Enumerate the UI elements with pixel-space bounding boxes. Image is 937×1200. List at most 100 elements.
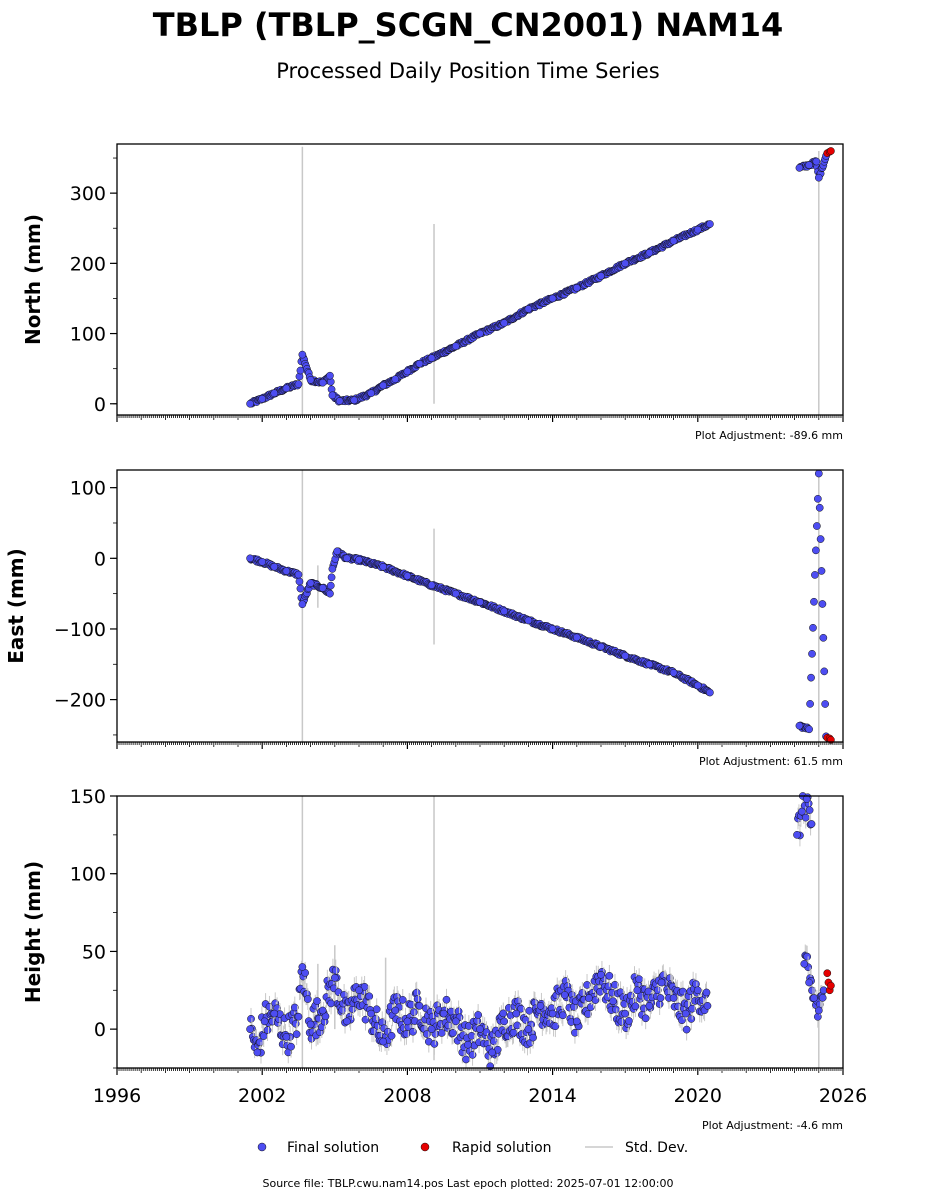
legend-final-label: Final solution bbox=[287, 1140, 379, 1156]
east-final-point bbox=[811, 571, 819, 579]
east-final-point bbox=[669, 668, 678, 677]
height-final-point bbox=[365, 992, 374, 1001]
height-final-point bbox=[702, 988, 711, 997]
east-final-point bbox=[809, 623, 817, 632]
height-final-point bbox=[688, 1004, 697, 1013]
east-final-point bbox=[296, 584, 305, 593]
north-final-point bbox=[706, 220, 714, 228]
east-plot-adjustment: Plot Adjustment: 61.5 mm bbox=[699, 755, 843, 768]
east-final-point bbox=[821, 700, 830, 708]
north-final-point bbox=[812, 157, 821, 166]
north-panel: 0 100 200 300 North (mm) bbox=[21, 143, 844, 422]
height-final-point bbox=[693, 986, 702, 995]
height-final-point bbox=[525, 1006, 534, 1015]
height-final-point bbox=[678, 1016, 686, 1025]
height-final-point bbox=[313, 997, 321, 1005]
north-final-point bbox=[669, 237, 678, 245]
height-final-point bbox=[415, 1001, 424, 1010]
east-final-point bbox=[820, 667, 829, 676]
east-final-point bbox=[246, 554, 254, 563]
height-final-point bbox=[631, 1002, 640, 1011]
height-final-point bbox=[327, 999, 335, 1008]
height-panel: 0 50 100 150 Height (mm) 1996 2002 2008 2014 2020… bbox=[21, 786, 867, 1107]
east-final-point bbox=[597, 642, 605, 651]
height-final-point bbox=[512, 1009, 521, 1018]
north-final-point bbox=[476, 329, 484, 338]
north-final-point bbox=[335, 397, 344, 405]
height-final-point bbox=[451, 1017, 460, 1026]
east-final-point bbox=[379, 562, 388, 571]
north-rapid-point bbox=[827, 147, 835, 155]
height-final-point bbox=[529, 1033, 537, 1042]
east-final-point bbox=[427, 581, 436, 590]
footer-source: Source file: TBLP.cwu.nam14.pos Last epo… bbox=[263, 1177, 674, 1190]
x-tick-label: 2014 bbox=[528, 1085, 576, 1107]
height-final-point bbox=[617, 1017, 626, 1026]
north-final-point bbox=[403, 367, 412, 376]
east-final-point bbox=[813, 522, 821, 530]
height-final-point bbox=[818, 993, 827, 1002]
north-final-point bbox=[391, 375, 400, 384]
height-final-point bbox=[260, 1017, 269, 1026]
height-final-point bbox=[412, 988, 421, 997]
height-final-point bbox=[437, 1029, 446, 1037]
height-final-point bbox=[282, 1033, 291, 1041]
height-final-point bbox=[609, 997, 617, 1006]
east-final-point bbox=[795, 721, 804, 730]
height-final-point bbox=[270, 1009, 279, 1018]
height-final-point bbox=[551, 1022, 560, 1031]
height-final-point bbox=[247, 1014, 255, 1023]
height-final-point bbox=[633, 986, 642, 995]
north-final-point bbox=[805, 161, 813, 169]
height-y-tick-label: 100 bbox=[70, 864, 106, 886]
height-final-point bbox=[517, 1004, 525, 1013]
height-final-point bbox=[298, 963, 307, 971]
height-final-point bbox=[810, 994, 818, 1002]
north-final-point bbox=[795, 164, 804, 172]
height-final-point bbox=[462, 1055, 470, 1064]
east-final-point bbox=[282, 567, 291, 575]
east-panel: −200 −100 0 100 East (mm) bbox=[4, 469, 844, 749]
east-final-point bbox=[403, 572, 412, 580]
east-final-point bbox=[814, 469, 823, 478]
height-final-point bbox=[578, 989, 587, 997]
north-final-point bbox=[282, 384, 291, 393]
height-final-point bbox=[669, 994, 678, 1002]
height-final-point bbox=[597, 970, 605, 979]
east-final-point bbox=[808, 649, 816, 658]
height-final-point bbox=[805, 978, 813, 987]
height-final-point bbox=[476, 1025, 484, 1033]
east-final-point bbox=[476, 598, 484, 606]
north-final-point bbox=[524, 305, 533, 313]
north-final-point bbox=[427, 354, 436, 362]
height-final-point bbox=[682, 1025, 691, 1034]
x-tick-label: 2008 bbox=[383, 1085, 431, 1107]
height-final-point bbox=[560, 991, 569, 999]
height-final-point bbox=[800, 960, 809, 968]
height-final-point bbox=[524, 1025, 533, 1033]
east-final-point bbox=[326, 581, 335, 590]
height-final-point bbox=[681, 1009, 690, 1018]
north-final-point bbox=[294, 380, 303, 388]
height-final-series bbox=[246, 792, 828, 1071]
height-final-point bbox=[814, 1006, 823, 1015]
north-final-point bbox=[306, 376, 315, 384]
east-final-point bbox=[805, 725, 813, 734]
height-y-axis-label: Height (mm) bbox=[21, 861, 45, 1003]
east-final-point bbox=[812, 546, 820, 555]
height-final-point bbox=[687, 1015, 696, 1023]
east-y-tick-label: −200 bbox=[54, 690, 106, 712]
height-final-point bbox=[304, 995, 312, 1003]
height-final-point bbox=[591, 996, 600, 1004]
height-final-point bbox=[263, 1026, 272, 1034]
height-final-point bbox=[474, 1011, 482, 1019]
height-final-point bbox=[621, 1009, 630, 1018]
height-final-point bbox=[361, 1015, 370, 1024]
height-final-point bbox=[306, 1020, 315, 1029]
height-final-point bbox=[509, 1028, 518, 1037]
east-final-point bbox=[810, 597, 818, 606]
height-final-point bbox=[558, 1011, 567, 1020]
east-final-point bbox=[645, 660, 654, 669]
height-final-point bbox=[410, 1008, 418, 1016]
